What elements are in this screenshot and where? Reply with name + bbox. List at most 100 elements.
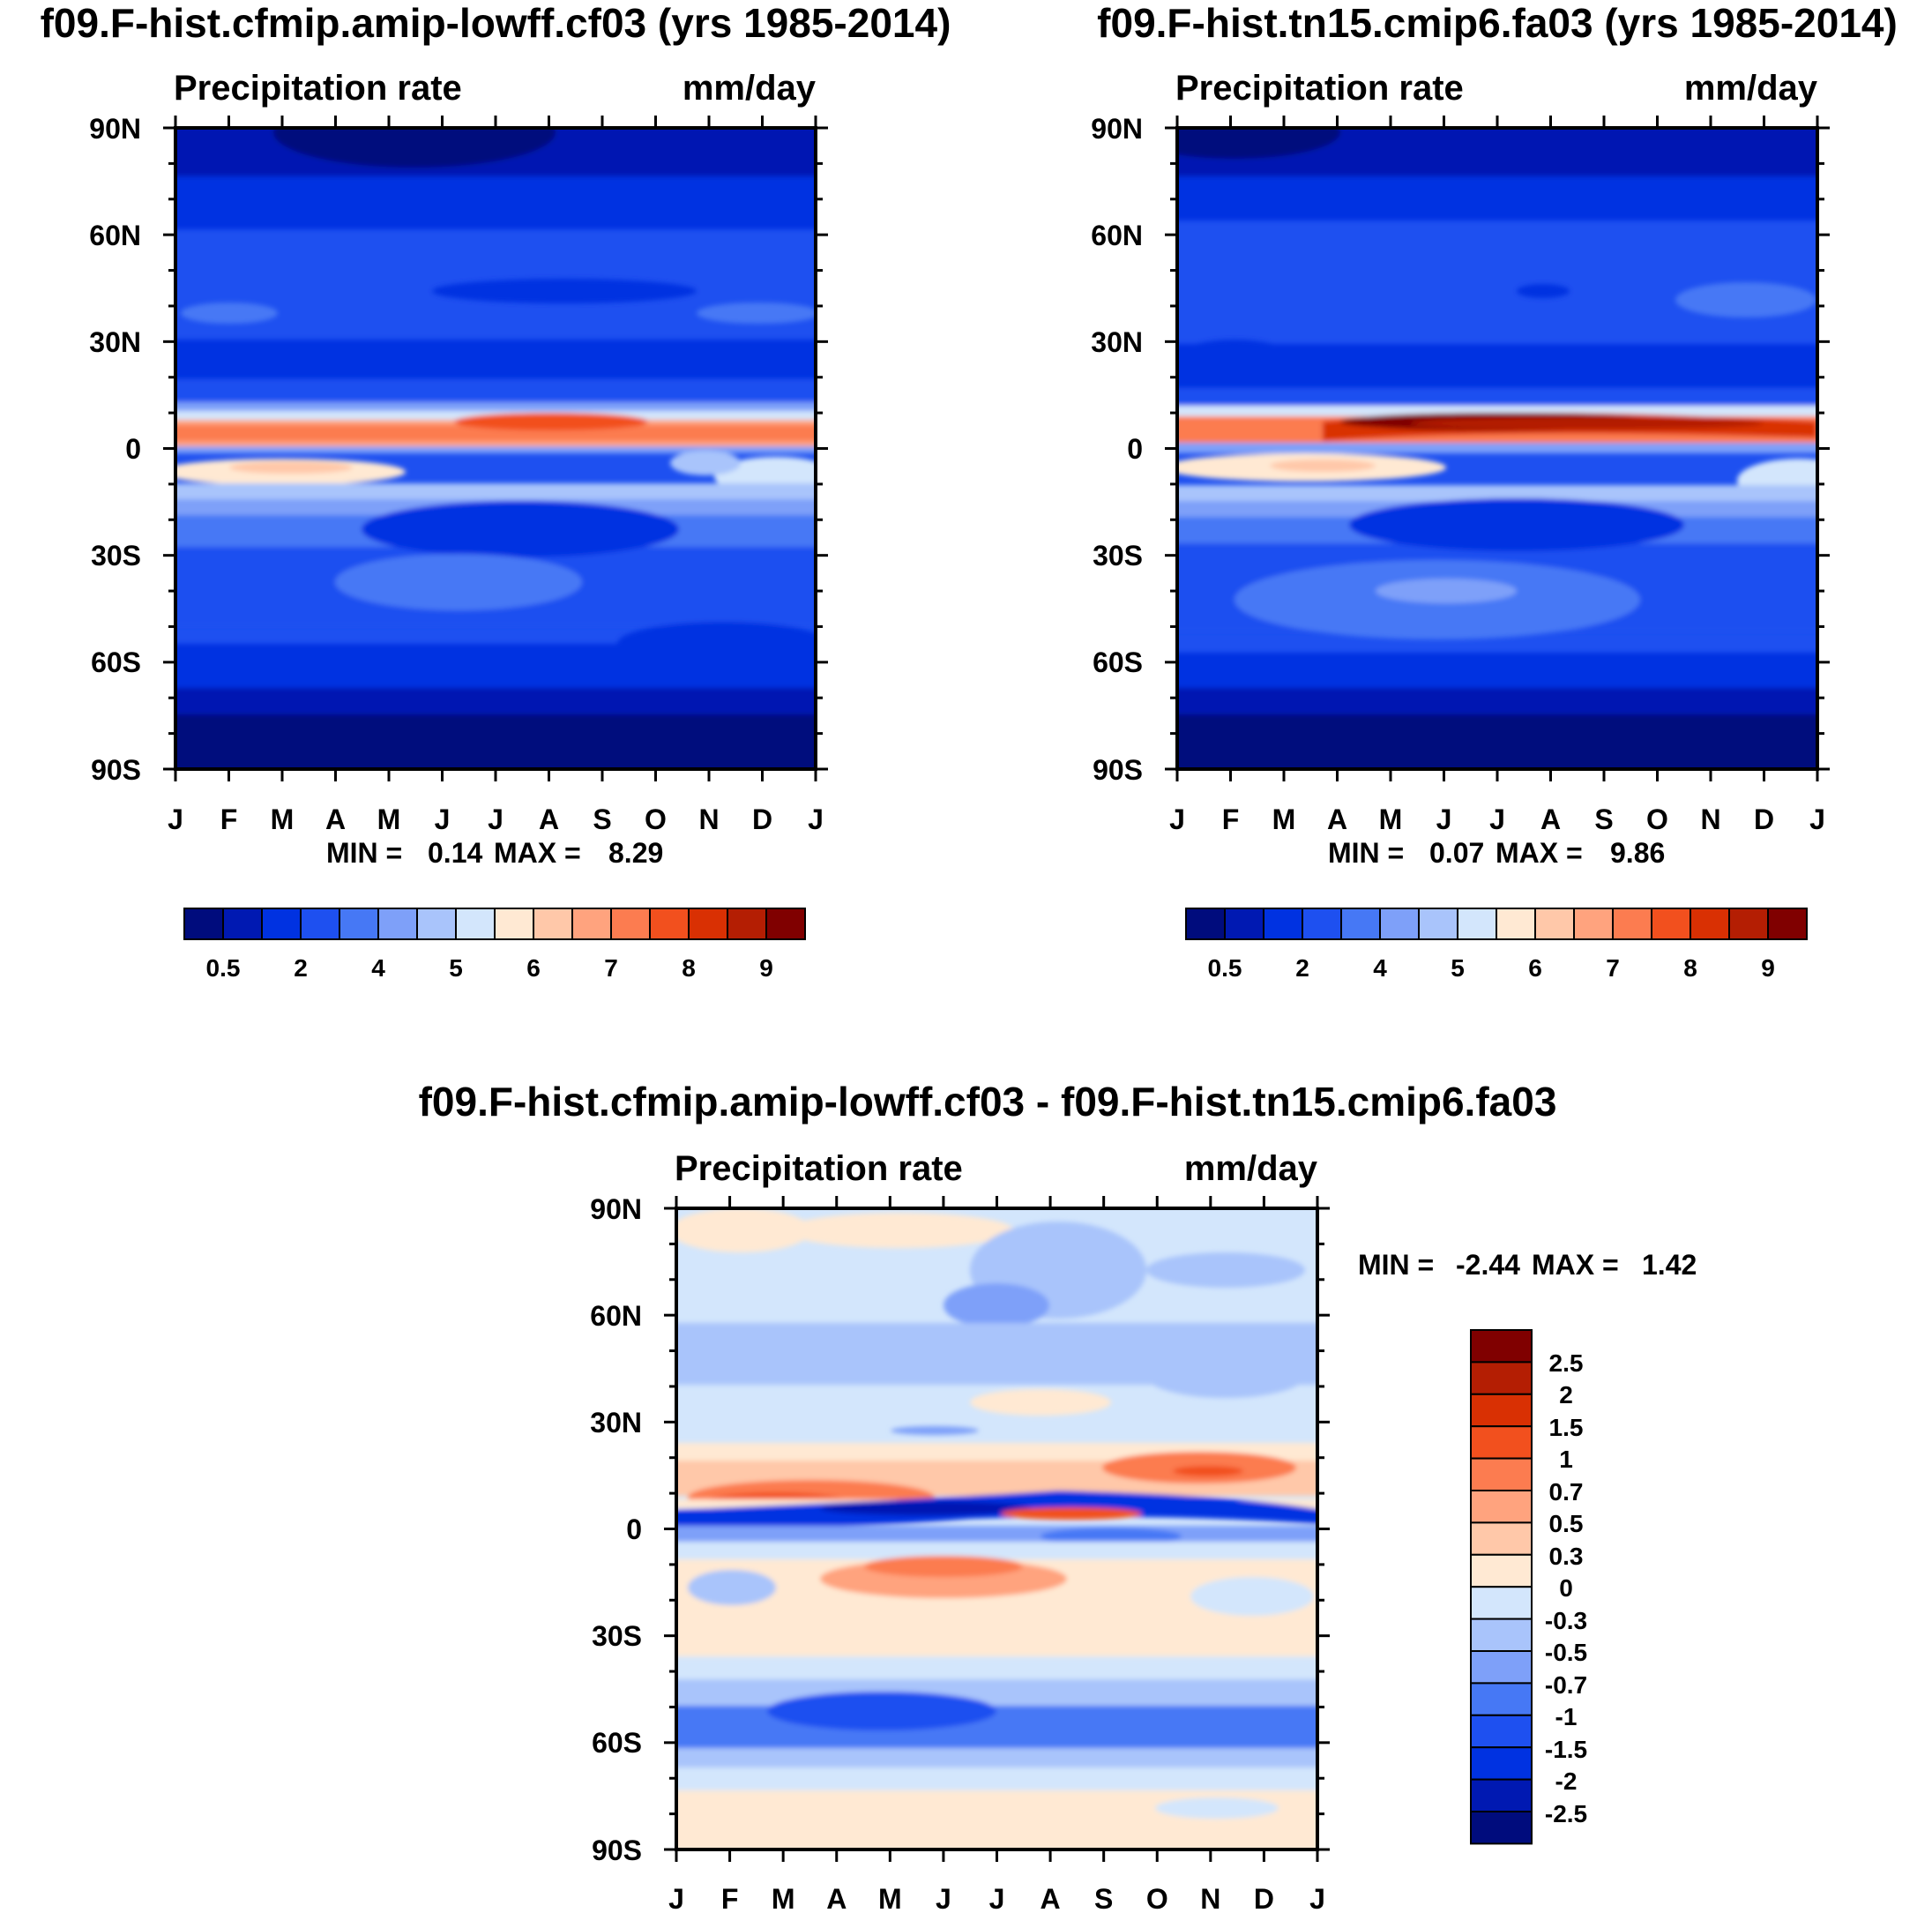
panel-b-ticks xyxy=(1165,116,1830,781)
panel-a-title: f09.F-hist.cfmip.amip-lowff.cf03 (yrs 19… xyxy=(41,0,951,46)
colorbar-box xyxy=(1418,908,1458,940)
colorbar-label: 1 xyxy=(1559,1446,1573,1473)
colorbar-box xyxy=(1651,908,1691,940)
x-tick-label: O xyxy=(645,803,667,835)
colorbar-label: -0.3 xyxy=(1545,1607,1587,1634)
colorbar-label: 4 xyxy=(1373,954,1387,982)
colorbar-label: 7 xyxy=(1606,954,1620,982)
x-tick-label: N xyxy=(1200,1883,1220,1913)
x-tick-label: J xyxy=(989,1883,1005,1913)
panel-c-title: f09.F-hist.cfmip.amip-lowff.cf03 - f09.F… xyxy=(419,1079,1557,1125)
panel-c-left-label: Precipitation rate xyxy=(675,1149,963,1188)
colorbar-label: 2.5 xyxy=(1549,1349,1584,1377)
x-tick-label: J xyxy=(168,803,183,835)
y-tick-label: 90S xyxy=(91,754,141,786)
x-tick-label: N xyxy=(1700,803,1720,835)
colorbar-box xyxy=(533,908,573,940)
y-tick-label: 30S xyxy=(592,1620,642,1652)
y-tick-label: 0 xyxy=(1127,433,1143,465)
colorbar-box xyxy=(1470,1811,1533,1845)
x-tick-label: F xyxy=(220,803,238,835)
colorbar-label: 0.5 xyxy=(1549,1510,1584,1537)
colorbar-box xyxy=(649,908,690,940)
panel-c-units: mm/day xyxy=(1184,1149,1318,1188)
x-tick-label: J xyxy=(1169,803,1185,835)
colorbar-box xyxy=(1470,1778,1533,1812)
colorbar-box xyxy=(1470,1361,1533,1395)
colorbar-box xyxy=(1470,1393,1533,1428)
colorbar-box xyxy=(1379,908,1420,940)
colorbar-label: 0.5 xyxy=(206,954,241,982)
panel-a-field xyxy=(175,128,816,769)
panel-b-ylabels: 90N 60N 30N 0 30S 60S 90S xyxy=(1091,113,1143,786)
y-tick-label: 60N xyxy=(1091,220,1143,251)
y-tick-label: 30N xyxy=(1091,326,1143,358)
colorbar-box xyxy=(1612,908,1652,940)
x-tick-label: D xyxy=(752,803,772,835)
panel-b-field xyxy=(1177,128,1817,769)
panel-b-units: mm/day xyxy=(1684,69,1818,108)
y-tick-label: 60N xyxy=(89,220,141,251)
x-tick-label: F xyxy=(1222,803,1240,835)
colorbar-box xyxy=(1470,1618,1533,1652)
y-tick-label: 30N xyxy=(590,1407,642,1438)
colorbar-box xyxy=(1470,1425,1533,1460)
x-tick-label: M xyxy=(878,1883,902,1913)
panel-b-minmax: MIN = 0.07 MAX = 9.86 xyxy=(1328,837,1665,869)
y-tick-label: 60S xyxy=(592,1727,642,1759)
colorbar-box xyxy=(1224,908,1264,940)
colorbar-box xyxy=(416,908,457,940)
y-tick-label: 30S xyxy=(91,540,141,572)
y-tick-label: 90S xyxy=(592,1835,642,1866)
panel-c-field xyxy=(676,1208,1317,1849)
y-tick-label: 90S xyxy=(1093,754,1143,786)
panel-c-colorbar: 2.5 2 1.5 1 0.7 0.5 0.3 0 -0.3 -0.5 -0.7… xyxy=(1470,1329,1587,1845)
panel-c-minmax: MIN = -2.44 MAX = 1.42 xyxy=(1358,1249,1697,1281)
colorbar-label: 7 xyxy=(604,954,618,982)
y-tick-label: 60S xyxy=(91,646,141,678)
x-tick-label: N xyxy=(698,803,719,835)
colorbar-box xyxy=(1302,908,1342,940)
x-tick-label: D xyxy=(1754,803,1774,835)
colorbar-box xyxy=(571,908,612,940)
min-label: MIN = xyxy=(1358,1249,1434,1281)
colorbar-box xyxy=(300,908,340,940)
y-tick-label: 90N xyxy=(590,1193,642,1225)
x-tick-label: J xyxy=(936,1883,951,1913)
panel-top-right: f09.F-hist.tn15.cmip6.fa03 (yrs 1985-201… xyxy=(1091,0,1898,982)
colorbar-box xyxy=(1470,1457,1533,1491)
panel-b-title: f09.F-hist.tn15.cmip6.fa03 (yrs 1985-201… xyxy=(1097,0,1898,46)
colorbar-box xyxy=(1470,1521,1533,1556)
min-value: -2.44 xyxy=(1456,1249,1520,1281)
colorbar-label: 8 xyxy=(682,954,696,982)
x-tick-label: S xyxy=(593,803,611,835)
colorbar-label: 0.5 xyxy=(1208,954,1242,982)
x-tick-label: J xyxy=(1809,803,1825,835)
panel-a-ticks xyxy=(163,116,828,781)
colorbar-box xyxy=(1470,1714,1533,1749)
colorbar-box xyxy=(1534,908,1575,940)
colorbar-box xyxy=(1690,908,1730,940)
colorbar-label: -2.5 xyxy=(1545,1800,1587,1827)
colorbar-boxes xyxy=(1470,1329,1533,1845)
colorbar-label: -2 xyxy=(1555,1767,1578,1795)
x-tick-label: M xyxy=(772,1883,795,1913)
x-tick-label: A xyxy=(539,803,559,835)
x-tick-label: J xyxy=(808,803,824,835)
colorbar-label: 6 xyxy=(1528,954,1542,982)
panel-a-minmax: MIN = 0.14 MAX = 8.29 xyxy=(326,837,663,869)
colorbar-box xyxy=(1470,1586,1533,1620)
x-tick-label: J xyxy=(435,803,451,835)
x-tick-label: A xyxy=(1327,803,1347,835)
colorbar-label: 8 xyxy=(1683,954,1697,982)
panel-a-ylabels: 90N 60N 30N 0 30S 60S 90S xyxy=(89,113,141,786)
x-tick-label: F xyxy=(721,1883,739,1913)
colorbar-box xyxy=(1185,908,1226,940)
x-tick-label: J xyxy=(1436,803,1452,835)
colorbar-box xyxy=(494,908,534,940)
panel-b-left-label: Precipitation rate xyxy=(1175,69,1464,108)
colorbar-box xyxy=(610,908,651,940)
colorbar-label: -1 xyxy=(1555,1703,1578,1730)
colorbar-label: 1.5 xyxy=(1549,1414,1584,1441)
